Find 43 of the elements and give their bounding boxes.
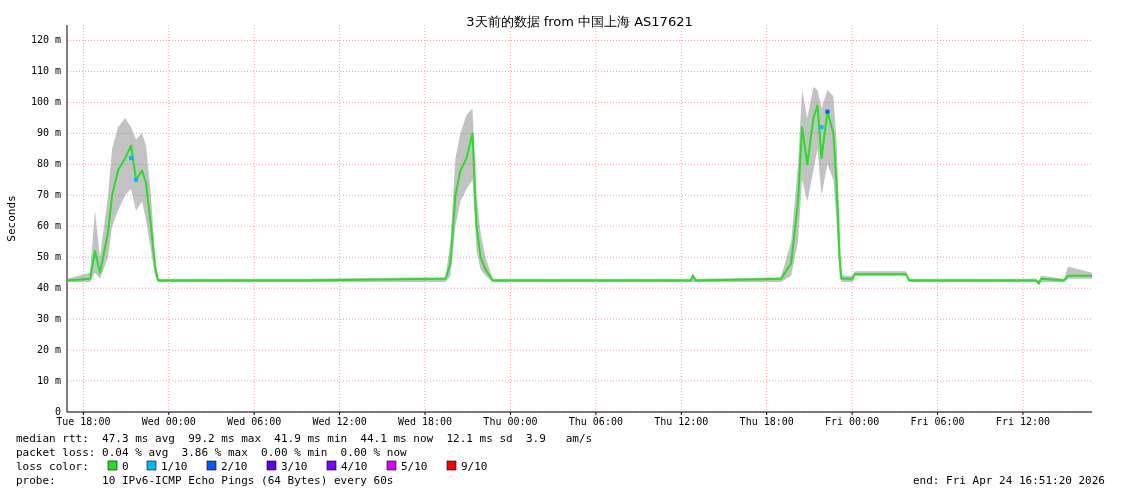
y-tick-label: 70 m — [36, 189, 61, 201]
y-tick-label: 30 m — [36, 313, 61, 325]
x-tick-label: Fri 12:00 — [995, 416, 1051, 427]
x-tick-label: Tue 18:00 — [56, 416, 111, 427]
point — [134, 177, 139, 182]
x-tick-label: Fri 00:00 — [825, 416, 880, 427]
legend-label: 5/10 — [401, 460, 428, 473]
y-tick-label: 20 m — [36, 344, 61, 356]
y-tick-label: 90 m — [36, 127, 61, 139]
point — [825, 109, 830, 114]
legend-label: 2/10 — [221, 460, 248, 473]
y-tick-label: 80 m — [36, 158, 61, 170]
x-tick-label: Thu 12:00 — [654, 416, 709, 427]
x-tick-label: Wed 12:00 — [312, 416, 367, 427]
point — [819, 125, 824, 130]
point — [129, 156, 134, 161]
y-tick-label: 100 m — [30, 96, 61, 108]
y-tick-label: 40 m — [36, 282, 61, 294]
x-tick-label: Thu 00:00 — [483, 416, 538, 427]
y-tick-label: 60 m — [36, 220, 61, 232]
legend-label: 1/10 — [161, 460, 188, 473]
x-tick-label: Thu 18:00 — [739, 416, 794, 427]
x-tick-label: Wed 18:00 — [397, 416, 453, 427]
chart-title: 3天前的数据 from 中国上海 AS17621 — [466, 14, 693, 29]
legend-label: 0 — [122, 460, 129, 473]
y-tick-label: 120 m — [30, 34, 61, 46]
legend-title: loss color: — [16, 460, 89, 473]
legend-label: 3/10 — [281, 460, 308, 473]
legend-label: 9/10 — [461, 460, 488, 473]
x-tick-label: Thu 06:00 — [568, 416, 623, 427]
text: median rtt: 47.3 ms avg 99.2 ms max 41.9 ms min 44.1 ms now 12.1 ms sd 3.9 am/s — [16, 432, 593, 445]
legend-label: 4/10 — [341, 460, 368, 473]
text: probe: 10 IPv6-ICMP Echo Pings (64 Bytes) every 60s — [16, 474, 394, 487]
y-tick-label: 0 — [54, 406, 61, 417]
y-tick-label: 50 m — [36, 251, 61, 263]
y-tick-label: 110 m — [30, 65, 61, 77]
x-tick-label: Wed 06:00 — [227, 416, 282, 427]
text: packet loss: 0.04 % avg 3.86 % max 0.00 % min 0.00 % now — [16, 446, 408, 459]
x-tick-label: Fri 06:00 — [910, 416, 965, 427]
x-tick-label: Wed 00:00 — [141, 416, 196, 427]
text: end: Fri Apr 24 16:51:20 2026 — [912, 474, 1105, 487]
y-tick-label: 10 m — [36, 375, 61, 387]
y-axis-title: Seconds — [5, 195, 18, 242]
